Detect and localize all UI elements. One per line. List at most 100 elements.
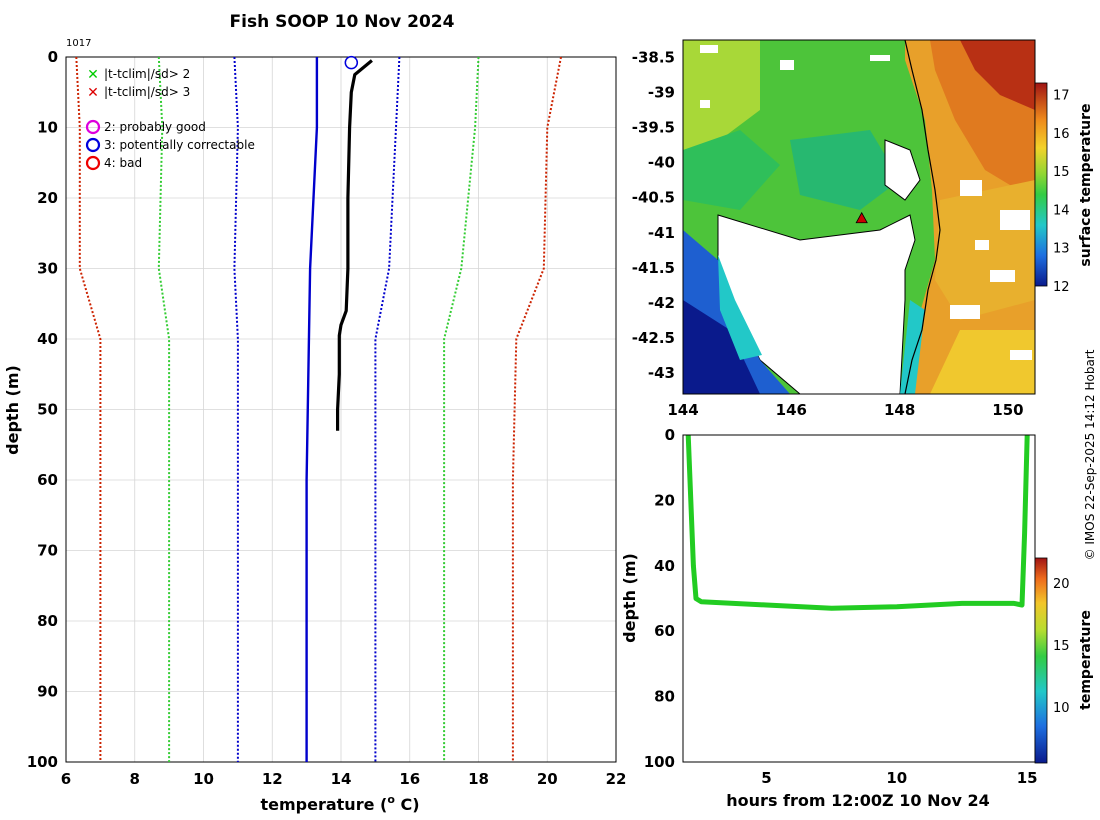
map-x-tick-label: 150: [992, 401, 1023, 419]
y-tick-label: 10: [37, 119, 58, 137]
profile-series: [75, 55, 562, 762]
map-y-tick-label: -40.5: [632, 189, 675, 207]
profile-y-label: depth (m): [3, 365, 22, 455]
map-y-tick-label: -40: [648, 154, 675, 172]
legend-item: ✕ |t-tclim|/sd> 3: [87, 85, 190, 101]
profile-grid: [66, 57, 616, 762]
map-y-tick-label: -43: [648, 364, 675, 382]
profile-x-ticks: 6 8 10 12 14 16 18 20 22: [61, 770, 627, 788]
map-y-tick-label: -42: [648, 294, 675, 312]
legend-label: |t-tclim|/sd> 3: [104, 85, 190, 99]
temperature-colorbar-tick-label: 10: [1053, 701, 1070, 716]
temperature-colorbar-tick-label: 15: [1053, 639, 1070, 654]
legend-label: 4: bad: [104, 156, 142, 170]
x-tick-label: 14: [331, 770, 352, 788]
map-y-tick-label: -39: [648, 84, 675, 102]
profile-x-label: temperature (o C): [260, 793, 419, 814]
sst-colorbar-tick-label: 17: [1053, 88, 1070, 103]
legend-circle-icon: [85, 155, 101, 171]
section-y-label: depth (m): [620, 553, 639, 643]
legend-item: 2: probably good: [85, 119, 206, 135]
y-tick-label: 60: [37, 471, 58, 489]
y-tick-label: 20: [37, 189, 58, 207]
section-background: [683, 435, 1035, 762]
x-tick-label: 8: [130, 770, 140, 788]
map-y-tick-label: -39.5: [632, 119, 675, 137]
series-line-clim-3sd: [75, 56, 102, 762]
legend-label: 2: probably good: [104, 120, 206, 134]
x-tick-label: 10: [193, 770, 214, 788]
map-x-tick-label: 144: [667, 401, 698, 419]
x-tick-label: 12: [262, 770, 283, 788]
sst-map: 144 146 148 150 -38.5 -39 -39.5 -40 -40.5 -41 -41…: [632, 39, 1094, 419]
y-tick-label: 80: [37, 612, 58, 630]
legend-item: ✕ |t-tclim|/sd> 2: [87, 67, 190, 83]
legend-label: |t-tclim|/sd> 2: [104, 67, 190, 81]
legend-circle-icon: [85, 119, 101, 135]
section-y-tick-label: 80: [654, 688, 675, 706]
y-tick-label: 0: [48, 48, 58, 66]
section-y-tick-label: 60: [654, 622, 675, 640]
depth-time-section: 5 10 15 0 20 40 60 80 100 hours from 12:00Z 10 …: [620, 426, 1094, 810]
x-tick-label: 22: [606, 770, 627, 788]
temperature-colorbar-tick-label: 20: [1053, 577, 1070, 592]
sst-map-field: [683, 40, 1035, 394]
map-x-tick-label: 146: [776, 401, 807, 419]
series-line-clim-mean: [305, 57, 319, 762]
profile-axes-box: [65, 56, 617, 763]
temperature-colorbar-ticks: 10 15 20: [1053, 577, 1070, 716]
section-y-ticks: 0 20 40 60 80 100: [644, 426, 675, 771]
profile-id: 1017: [66, 38, 91, 49]
y-tick-label: 70: [37, 542, 58, 560]
sst-colorbar-tick-label: 16: [1053, 127, 1070, 142]
x-tick-label: 6: [61, 770, 71, 788]
x-tick-label: 16: [399, 770, 420, 788]
credit-text: © IMOS 22-Sep-2025 14:12 Hobart: [1083, 349, 1097, 560]
legend-x-marker-icon: ✕: [87, 67, 99, 83]
x-tick-label: 18: [468, 770, 489, 788]
y-tick-label: 90: [37, 683, 58, 701]
series-line-profile: [336, 59, 373, 431]
section-track: [685, 434, 1030, 611]
section-x-tick-label: 15: [1017, 769, 1038, 787]
map-y-ticks: -38.5 -39 -39.5 -40 -40.5 -41 -41.5 -42 -42.5 -43: [632, 49, 675, 382]
sst-colorbar-tick-label: 12: [1053, 280, 1070, 295]
section-y-tick-label: 40: [654, 557, 675, 575]
map-y-tick-label: -38.5: [632, 49, 675, 67]
legend-label: 3: potentially correctable: [104, 138, 255, 152]
flag-point-marker: [344, 55, 359, 70]
sst-colorbar-tick-label: 13: [1053, 242, 1070, 257]
map-x-tick-label: 148: [884, 401, 915, 419]
profile-legend: ✕ |t-tclim|/sd> 2 ✕ |t-tclim|/sd> 3 2: p…: [85, 67, 255, 171]
temperature-colorbar: [1034, 557, 1048, 764]
section-y-tick-label: 0: [665, 426, 675, 444]
section-x-tick-label: 5: [761, 769, 771, 787]
temperature-colorbar-label: temperature: [1078, 610, 1094, 710]
legend-item: 3: potentially correctable: [85, 137, 255, 153]
x-tick-label: 20: [537, 770, 558, 788]
legend-item: 4: bad: [85, 155, 142, 171]
map-y-tick-label: -42.5: [632, 329, 675, 347]
y-tick-label: 30: [37, 260, 58, 278]
series-line-clim-3sd: [511, 56, 562, 762]
profile-y-ticks: 0 10 20 30 40 50 60 70 80 90 100: [27, 48, 58, 771]
section-y-tick-label: 20: [654, 491, 675, 509]
profile-plot: Fish SOOP 10 Nov 2024 1017 6 8 10 12 14 16 18 2…: [3, 12, 626, 814]
section-x-ticks: 5 10 15: [761, 769, 1037, 787]
section-x-tick-label: 10: [886, 769, 907, 787]
sst-colorbar-tick-label: 14: [1053, 203, 1070, 218]
section-x-label: hours from 12:00Z 10 Nov 24: [726, 791, 989, 810]
sst-colorbar-tick-label: 15: [1053, 165, 1070, 180]
section-y-tick-label: 100: [644, 753, 675, 771]
legend-x-marker-icon: ✕: [87, 85, 99, 101]
sst-colorbar: [1034, 82, 1048, 287]
map-x-ticks: 144 146 148 150: [667, 401, 1023, 419]
ship-position-marker: [855, 211, 868, 224]
sst-colorbar-ticks: 12 13 14 15 16 17: [1053, 88, 1070, 295]
profile-title: Fish SOOP 10 Nov 2024: [230, 12, 455, 32]
legend-circle-icon: [85, 137, 101, 153]
y-tick-label: 50: [37, 401, 58, 419]
sst-colorbar-label: surface temperature: [1078, 103, 1094, 266]
series-line-clim-2sd: [443, 56, 480, 762]
